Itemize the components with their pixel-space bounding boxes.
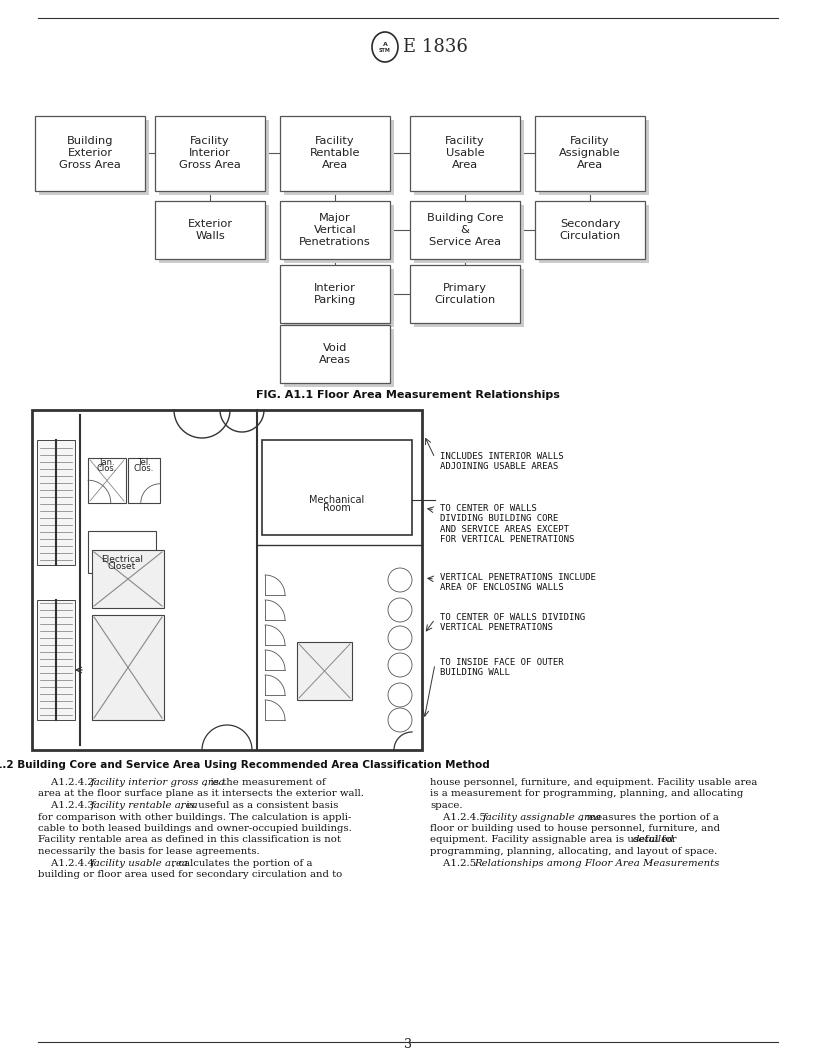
Bar [37,600,75,720]
Text: Interior
Parking: Interior Parking [314,283,357,305]
Text: A1.2.5: A1.2.5 [430,859,479,867]
Bar [262,440,412,535]
Text: , is useful as a consistent basis: , is useful as a consistent basis [180,802,338,810]
Bar [535,201,645,259]
Text: Room: Room [323,503,351,513]
Text: equipment. Facility assignable area is useful for: equipment. Facility assignable area is u… [430,835,680,845]
Bar [92,550,164,608]
Bar [414,205,524,263]
Text: Facility
Usable
Area: Facility Usable Area [446,135,485,170]
Text: facility interior gross area: facility interior gross area [91,778,225,787]
Bar [410,201,520,259]
Text: space.: space. [430,802,463,810]
Bar [35,115,145,190]
Text: house personnel, furniture, and equipment. Facility usable area: house personnel, furniture, and equipmen… [430,778,757,787]
Text: INCLUDES INTERIOR WALLS
ADJOINING USABLE AREAS: INCLUDES INTERIOR WALLS ADJOINING USABLE… [440,452,564,471]
Text: Jan.: Jan. [100,458,115,467]
Bar [280,325,390,383]
Bar [414,119,524,194]
Bar [284,329,394,386]
Text: FIG. A1.2 Building Core and Service Area Using Recommended Area Classification M: FIG. A1.2 Building Core and Service Area… [0,760,490,770]
Text: 3: 3 [404,1038,412,1051]
Bar [410,115,520,190]
Bar [92,615,164,720]
Text: Facility
Interior
Gross Area: Facility Interior Gross Area [180,135,241,170]
Text: floor or building used to house personnel, furniture, and: floor or building used to house personne… [430,824,720,833]
Text: Closet: Closet [108,562,136,571]
Bar [539,205,649,263]
Bar [37,440,75,565]
Text: :: : [649,859,652,867]
Bar [410,265,520,323]
Text: Mechanical: Mechanical [309,495,365,505]
Text: , is the measurement of: , is the measurement of [204,778,326,787]
Bar [535,115,645,190]
Bar [297,642,352,700]
Bar [284,269,394,327]
Bar [280,201,390,259]
Text: detailed: detailed [632,835,674,845]
Bar [88,458,126,503]
Text: A: A [383,41,388,46]
Text: TO CENTER OF WALLS DIVIDING
VERTICAL PENETRATIONS: TO CENTER OF WALLS DIVIDING VERTICAL PEN… [440,612,585,633]
Bar [155,115,265,190]
Text: Exterior
Walls: Exterior Walls [188,219,233,241]
Bar [39,119,149,194]
Bar [414,269,524,327]
Text: Tel.: Tel. [137,458,151,467]
Text: TO CENTER OF WALLS
DIVIDING BUILDING CORE
AND SERVICE AREAS EXCEPT
FOR VERTICAL : TO CENTER OF WALLS DIVIDING BUILDING COR… [440,504,574,544]
Text: FIG. A1.1 Floor Area Measurement Relationships: FIG. A1.1 Floor Area Measurement Relatio… [256,390,560,400]
Bar [128,458,160,503]
Text: A1.2.4.4: A1.2.4.4 [38,859,97,867]
Text: Clos.: Clos. [134,464,154,473]
Text: Building Core
&
Service Area: Building Core & Service Area [427,212,503,247]
Text: facility rentable area: facility rentable area [91,802,198,810]
Text: Electrical: Electrical [101,555,143,564]
Text: Relationships among Floor Area Measurements: Relationships among Floor Area Measureme… [475,859,720,867]
Text: Facility
Assignable
Area: Facility Assignable Area [559,135,621,170]
Bar [284,205,394,263]
Text: Void
Areas: Void Areas [319,343,351,365]
Text: facility assignable area: facility assignable area [482,812,601,822]
Text: Clos.: Clos. [97,464,118,473]
Bar [284,119,394,194]
Bar [159,119,269,194]
Text: A1.2.4.5: A1.2.4.5 [430,812,489,822]
Text: area at the floor surface plane as it intersects the exterior wall.: area at the floor surface plane as it in… [38,790,364,798]
Text: cable to both leased buildings and owner-occupied buildings.: cable to both leased buildings and owner… [38,824,352,833]
Bar [280,265,390,323]
Bar [88,531,156,573]
Text: TO INSIDE FACE OF OUTER
BUILDING WALL: TO INSIDE FACE OF OUTER BUILDING WALL [440,658,564,677]
Text: STM: STM [379,48,391,53]
Text: , calculates the portion of a: , calculates the portion of a [171,859,313,867]
Text: building or floor area used for secondary circulation and to: building or floor area used for secondar… [38,870,342,879]
Text: VERTICAL PENETRATIONS INCLUDE
AREA OF ENCLOSING WALLS: VERTICAL PENETRATIONS INCLUDE AREA OF EN… [440,573,596,592]
Bar [159,205,269,263]
Text: is a measurement for programming, planning, and allocating: is a measurement for programming, planni… [430,790,743,798]
Text: Facility
Rentable
Area: Facility Rentable Area [310,135,360,170]
Text: Building
Exterior
Gross Area: Building Exterior Gross Area [59,135,121,170]
Text: A1.2.4.3: A1.2.4.3 [38,802,97,810]
Text: Facility rentable area as defined in this classification is not: Facility rentable area as defined in thi… [38,835,341,845]
Text: Major
Vertical
Penetrations: Major Vertical Penetrations [299,212,371,247]
Text: A1.2.4.2: A1.2.4.2 [38,778,97,787]
Text: facility usable area: facility usable area [91,859,188,867]
Text: Primary
Circulation: Primary Circulation [434,283,495,305]
Bar [539,119,649,194]
Text: necessarily the basis for lease agreements.: necessarily the basis for lease agreemen… [38,847,259,856]
Text: for comparison with other buildings. The calculation is appli-: for comparison with other buildings. The… [38,812,352,822]
Bar [155,201,265,259]
Text: E 1836: E 1836 [403,38,468,56]
Text: , measures the portion of a: , measures the portion of a [580,812,719,822]
Text: Secondary
Circulation: Secondary Circulation [560,219,621,241]
Bar [280,115,390,190]
Text: programming, planning, allocating, and layout of space.: programming, planning, allocating, and l… [430,847,717,856]
Bar [32,410,422,750]
